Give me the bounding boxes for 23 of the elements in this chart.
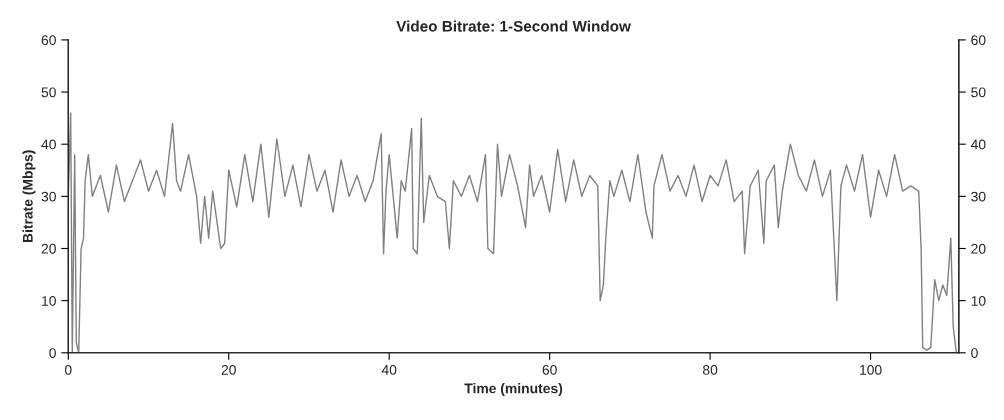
y2-tick-label: 60	[971, 35, 986, 46]
x-axis-title: Time (minutes)	[464, 383, 563, 397]
y2-tick-label: 30	[971, 191, 986, 202]
x-tick-label: 100	[860, 364, 882, 375]
x-tick-label: 20	[221, 364, 236, 375]
y-tick-label: 0	[49, 348, 56, 358]
x-tick-label: 80	[702, 364, 718, 375]
chart-title: Video Bitrate: 1-Second Window	[396, 20, 631, 32]
x-tick-label: 60	[542, 364, 557, 375]
y2-tick-label: 40	[970, 139, 986, 150]
y-tick-label: 20	[41, 243, 56, 254]
y-axis-title: Bitrate (Mbps)	[22, 150, 36, 243]
y-tick-label: 50	[41, 87, 56, 98]
y2-tick-label: 20	[971, 243, 986, 254]
y2-tick-label: 0	[971, 348, 978, 358]
y-tick-label: 40	[41, 139, 56, 150]
y2-tick-label: 50	[971, 87, 986, 98]
y-tick-label: 30	[41, 191, 56, 202]
y2-tick-label: 10	[971, 295, 986, 306]
y-tick-label: 60	[41, 35, 56, 46]
y-tick-label: 10	[42, 295, 56, 306]
x-tick-label: 0	[64, 364, 72, 375]
x-tick-label: 40	[381, 364, 397, 375]
